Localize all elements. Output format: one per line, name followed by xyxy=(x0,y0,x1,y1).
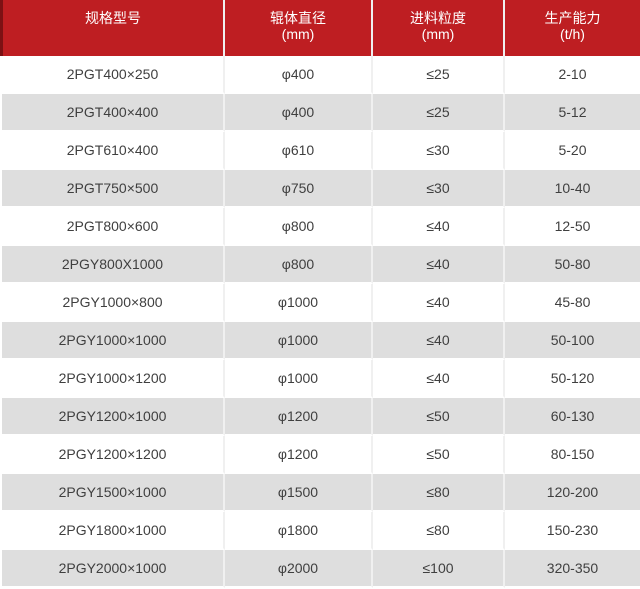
table-row: 2PGY1200×1200 φ1200 ≤50 80-150 xyxy=(0,436,640,474)
col-header-capacity-unit: (t/h) xyxy=(560,26,585,42)
cell-capacity: 10-40 xyxy=(505,170,640,208)
col-header-capacity: 生产能力 (t/h) xyxy=(505,0,640,56)
cell-feed-size: ≤25 xyxy=(373,56,505,94)
table-row: 2PGT800×600 φ800 ≤40 12-50 xyxy=(0,208,640,246)
table-row: 2PGY800X1000 φ800 ≤40 50-80 xyxy=(0,246,640,284)
cell-model: 2PGY1200×1000 xyxy=(0,398,225,436)
col-header-model-label: 规格型号 xyxy=(85,10,141,26)
cell-roller-diameter: φ1800 xyxy=(225,512,373,550)
col-header-roller-diameter-unit: (mm) xyxy=(281,26,315,42)
cell-feed-size: ≤100 xyxy=(373,550,505,588)
header-row: 规格型号 辊体直径 (mm) 进料粒度 (mm) 生产能力 (t/h) xyxy=(0,0,640,56)
cell-roller-diameter: φ1500 xyxy=(225,474,373,512)
cell-model: 2PGT610×400 xyxy=(0,132,225,170)
cell-model: 2PGY1200×1200 xyxy=(0,436,225,474)
cell-model: 2PGT400×250 xyxy=(0,56,225,94)
cell-model: 2PGT400×400 xyxy=(0,94,225,132)
cell-roller-diameter: φ800 xyxy=(225,246,373,284)
cell-feed-size: ≤30 xyxy=(373,132,505,170)
table-row: 2PGY1800×1000 φ1800 ≤80 150-230 xyxy=(0,512,640,550)
cell-feed-size: ≤80 xyxy=(373,474,505,512)
cell-feed-size: ≤40 xyxy=(373,208,505,246)
cell-roller-diameter: φ610 xyxy=(225,132,373,170)
cell-roller-diameter: φ1000 xyxy=(225,360,373,398)
cell-feed-size: ≤40 xyxy=(373,360,505,398)
cell-roller-diameter: φ1000 xyxy=(225,322,373,360)
cell-model: 2PGT800×600 xyxy=(0,208,225,246)
cell-roller-diameter: φ800 xyxy=(225,208,373,246)
cell-model: 2PGY1800×1000 xyxy=(0,512,225,550)
col-header-feed-size: 进料粒度 (mm) xyxy=(373,0,505,56)
cell-capacity: 80-150 xyxy=(505,436,640,474)
table-row: 2PGY1000×1200 φ1000 ≤40 50-120 xyxy=(0,360,640,398)
col-header-feed-size-label: 进料粒度 xyxy=(410,10,466,26)
cell-roller-diameter: φ1200 xyxy=(225,436,373,474)
table-row: 2PGY1000×800 φ1000 ≤40 45-80 xyxy=(0,284,640,322)
cell-capacity: 120-200 xyxy=(505,474,640,512)
table-row: 2PGY2000×1000 φ2000 ≤100 320-350 xyxy=(0,550,640,588)
table-row: 2PGY1200×1000 φ1200 ≤50 60-130 xyxy=(0,398,640,436)
cell-roller-diameter: φ2000 xyxy=(225,550,373,588)
cell-feed-size: ≤50 xyxy=(373,398,505,436)
cell-model: 2PGT750×500 xyxy=(0,170,225,208)
cell-capacity: 50-120 xyxy=(505,360,640,398)
cell-feed-size: ≤50 xyxy=(373,436,505,474)
col-header-model-unit xyxy=(3,26,223,42)
cell-model: 2PGY1500×1000 xyxy=(0,474,225,512)
cell-feed-size: ≤40 xyxy=(373,246,505,284)
cell-capacity: 50-80 xyxy=(505,246,640,284)
cell-capacity: 50-100 xyxy=(505,322,640,360)
cell-capacity: 45-80 xyxy=(505,284,640,322)
cell-roller-diameter: φ1000 xyxy=(225,284,373,322)
cell-model: 2PGY2000×1000 xyxy=(0,550,225,588)
cell-model: 2PGY1000×1000 xyxy=(0,322,225,360)
table-row: 2PGT750×500 φ750 ≤30 10-40 xyxy=(0,170,640,208)
col-header-feed-size-unit: (mm) xyxy=(421,26,455,42)
cell-model: 2PGY1000×800 xyxy=(0,284,225,322)
cell-capacity: 5-20 xyxy=(505,132,640,170)
cell-roller-diameter: φ400 xyxy=(225,56,373,94)
cell-model: 2PGY1000×1200 xyxy=(0,360,225,398)
cell-roller-diameter: φ1200 xyxy=(225,398,373,436)
cell-model: 2PGY800X1000 xyxy=(0,246,225,284)
cell-feed-size: ≤80 xyxy=(373,512,505,550)
cell-feed-size: ≤40 xyxy=(373,322,505,360)
cell-feed-size: ≤30 xyxy=(373,170,505,208)
table-row: 2PGT400×400 φ400 ≤25 5-12 xyxy=(0,94,640,132)
cell-capacity: 2-10 xyxy=(505,56,640,94)
cell-capacity: 12-50 xyxy=(505,208,640,246)
cell-feed-size: ≤25 xyxy=(373,94,505,132)
cell-feed-size: ≤40 xyxy=(373,284,505,322)
cell-capacity: 60-130 xyxy=(505,398,640,436)
cell-capacity: 5-12 xyxy=(505,94,640,132)
table-row: 2PGY1500×1000 φ1500 ≤80 120-200 xyxy=(0,474,640,512)
cell-capacity: 150-230 xyxy=(505,512,640,550)
cell-roller-diameter: φ400 xyxy=(225,94,373,132)
table-row: 2PGY1000×1000 φ1000 ≤40 50-100 xyxy=(0,322,640,360)
cell-capacity: 320-350 xyxy=(505,550,640,588)
table-row: 2PGT400×250 φ400 ≤25 2-10 xyxy=(0,56,640,94)
col-header-capacity-label: 生产能力 xyxy=(544,10,601,26)
col-header-roller-diameter: 辊体直径 (mm) xyxy=(225,0,373,56)
table-row: 2PGT610×400 φ610 ≤30 5-20 xyxy=(0,132,640,170)
col-header-model: 规格型号 xyxy=(0,0,225,56)
col-header-roller-diameter-label: 辊体直径 xyxy=(270,10,326,26)
cell-roller-diameter: φ750 xyxy=(225,170,373,208)
